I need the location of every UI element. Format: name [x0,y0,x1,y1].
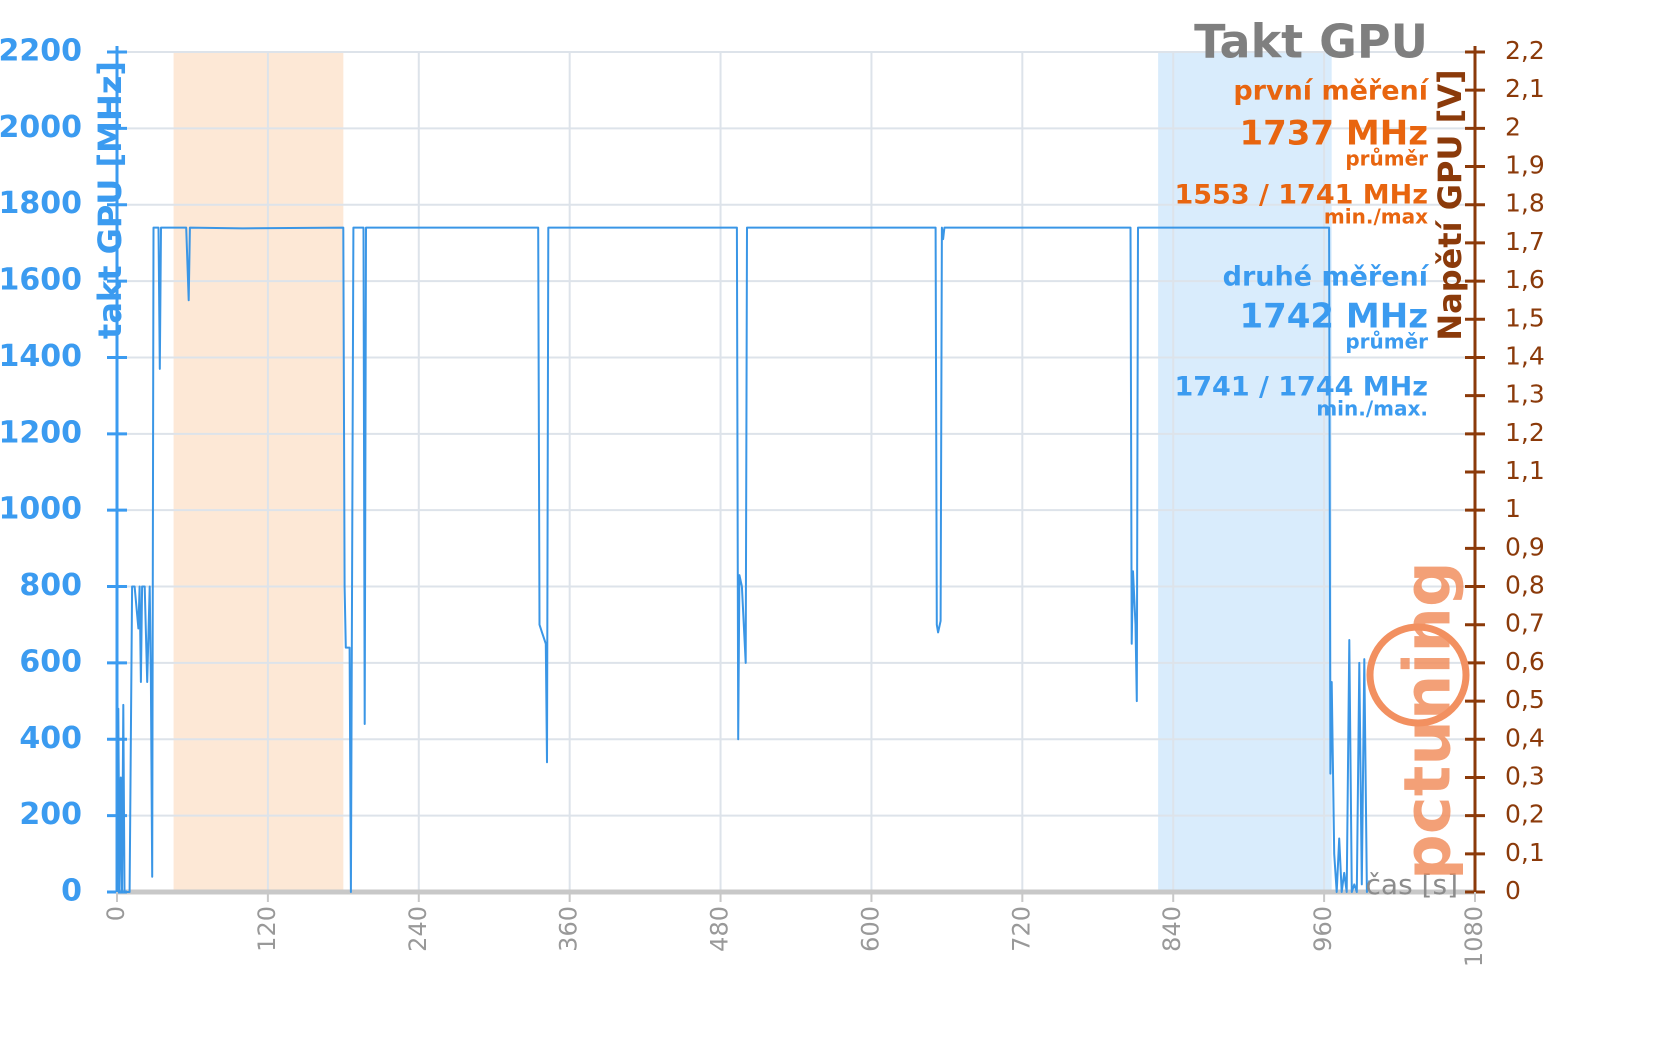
y2-tick-label: 0,1 [1505,838,1545,867]
y2-tick-label: 1,1 [1505,456,1545,485]
y2-tick-label: 1,9 [1505,151,1545,180]
y-tick-label: 2000 [0,110,82,145]
y2-tick-label: 0,3 [1505,761,1545,790]
line-series [116,226,1371,893]
y2-tick-label: 2 [1505,112,1521,141]
x-tick-label: 0 [102,906,130,921]
x-axis-title: čas [s] [1366,868,1458,901]
y-tick-label: 1400 [0,339,82,374]
y-tick-label: 1600 [0,263,82,298]
highlight-range [1158,52,1332,892]
logo-dial [1366,623,1470,727]
annotation: Takt GPU [1194,15,1428,69]
y-tick-label: 0 [61,874,82,909]
y2-tick-label: 0 [1505,876,1521,905]
y2-tick-label: 0,7 [1505,609,1545,638]
annotation: 1737 MHz [1239,114,1428,154]
annotation: 1742 MHz [1239,297,1428,337]
annotation: min./max [1324,205,1428,229]
y-tick-label: 600 [19,644,82,679]
x-tick-label: 600 [856,906,884,952]
y2-tick-label: 2,2 [1505,36,1545,65]
annotation: 1553 / 1741 MHz [1174,180,1428,211]
y2-tick-label: 1,3 [1505,380,1545,409]
y-tick-label: 400 [19,721,82,756]
y2-tick-label: 1,6 [1505,265,1545,294]
y2-tick-label: 0,9 [1505,532,1545,561]
annotation: průměr [1345,147,1428,171]
x-tick-label: 120 [253,906,281,952]
y-tick-label: 1000 [0,492,82,527]
y2-tick-label: 1,5 [1505,303,1545,332]
y2-tick-label: 0,6 [1505,647,1545,676]
annotation: min./max. [1316,397,1428,421]
y-tick-label: 2200 [0,34,82,69]
annotation: průměr [1345,330,1428,354]
y-tick-label: 200 [19,797,82,832]
y2-axis-title: Napětí GPU [V] [1431,69,1469,340]
y2-tick-label: 1,8 [1505,189,1545,218]
y2-tick-label: 0,8 [1505,571,1545,600]
y2-tick-label: 1,2 [1505,418,1545,447]
y2-tick-label: 1,4 [1505,341,1545,370]
x-tick-label: 1080 [1460,906,1488,967]
x-tick-label: 720 [1007,906,1035,952]
x-tick-label: 960 [1309,906,1337,952]
annotation: první měření [1233,76,1429,107]
y2-tick-label: 1 [1505,494,1521,523]
x-tick-label: 360 [555,906,583,952]
annotation: 1741 / 1744 MHz [1174,372,1428,403]
x-tick-label: 840 [1158,906,1186,952]
annotation: druhé měření [1223,262,1430,293]
y-tick-label: 1200 [0,415,82,450]
logo: pctuning [1392,561,1466,880]
x-tick-label: 480 [706,906,734,952]
highlight-range [173,52,344,892]
y2-tick-label: 0,2 [1505,800,1545,829]
y-axis-title: takt GPU [MHz] [91,61,129,339]
y2-tick-label: 0,5 [1505,685,1545,714]
y2-tick-label: 1,7 [1505,227,1545,256]
y-tick-label: 800 [19,568,82,603]
x-tick-label: 240 [404,906,432,952]
y-tick-label: 1800 [0,186,82,221]
y2-tick-label: 0,4 [1505,723,1545,752]
y2-tick-label: 2,1 [1505,74,1545,103]
